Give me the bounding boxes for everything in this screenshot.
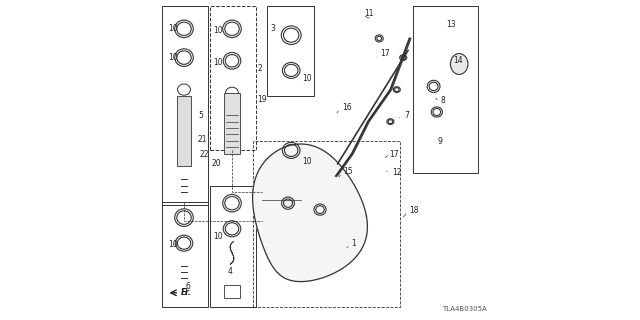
Text: 17: 17 <box>388 150 399 159</box>
Text: 8: 8 <box>441 96 445 105</box>
Text: 12: 12 <box>392 168 401 177</box>
Text: 16: 16 <box>342 103 351 112</box>
Bar <box>268 6 314 96</box>
Text: 9: 9 <box>438 137 443 146</box>
Text: 20: 20 <box>211 159 221 168</box>
Text: 10: 10 <box>168 24 178 33</box>
Bar <box>210 6 256 150</box>
Text: 3: 3 <box>270 24 275 33</box>
Text: 1: 1 <box>351 239 356 248</box>
Bar <box>210 186 256 307</box>
Text: TLA4B0305A: TLA4B0305A <box>442 306 486 312</box>
Bar <box>413 6 479 173</box>
Bar <box>161 202 208 307</box>
Text: 6: 6 <box>186 282 191 291</box>
Text: Fr.: Fr. <box>181 288 191 297</box>
Text: 7: 7 <box>404 111 409 120</box>
Bar <box>161 6 208 205</box>
Text: 11: 11 <box>364 9 374 18</box>
Text: 4: 4 <box>227 268 232 276</box>
Text: 19: 19 <box>258 95 268 104</box>
Bar <box>224 93 240 154</box>
Bar <box>224 285 240 298</box>
Text: 18: 18 <box>409 206 419 215</box>
Text: 10: 10 <box>212 232 223 241</box>
Text: 10: 10 <box>168 240 178 249</box>
Bar <box>177 96 191 166</box>
Text: 10: 10 <box>302 74 312 83</box>
Text: 13: 13 <box>447 20 456 28</box>
Ellipse shape <box>451 53 468 75</box>
Text: 21: 21 <box>198 135 207 144</box>
Text: 10: 10 <box>302 157 312 166</box>
Polygon shape <box>253 144 367 282</box>
Text: 2: 2 <box>258 64 262 73</box>
Text: 14: 14 <box>453 56 463 65</box>
Text: 10: 10 <box>212 26 223 35</box>
Bar <box>253 141 400 307</box>
Text: 5: 5 <box>198 111 204 120</box>
Text: 10: 10 <box>212 58 223 67</box>
Text: 15: 15 <box>343 167 353 176</box>
Text: 22: 22 <box>199 150 209 159</box>
Text: 10: 10 <box>168 53 178 62</box>
Text: 17: 17 <box>380 49 390 58</box>
